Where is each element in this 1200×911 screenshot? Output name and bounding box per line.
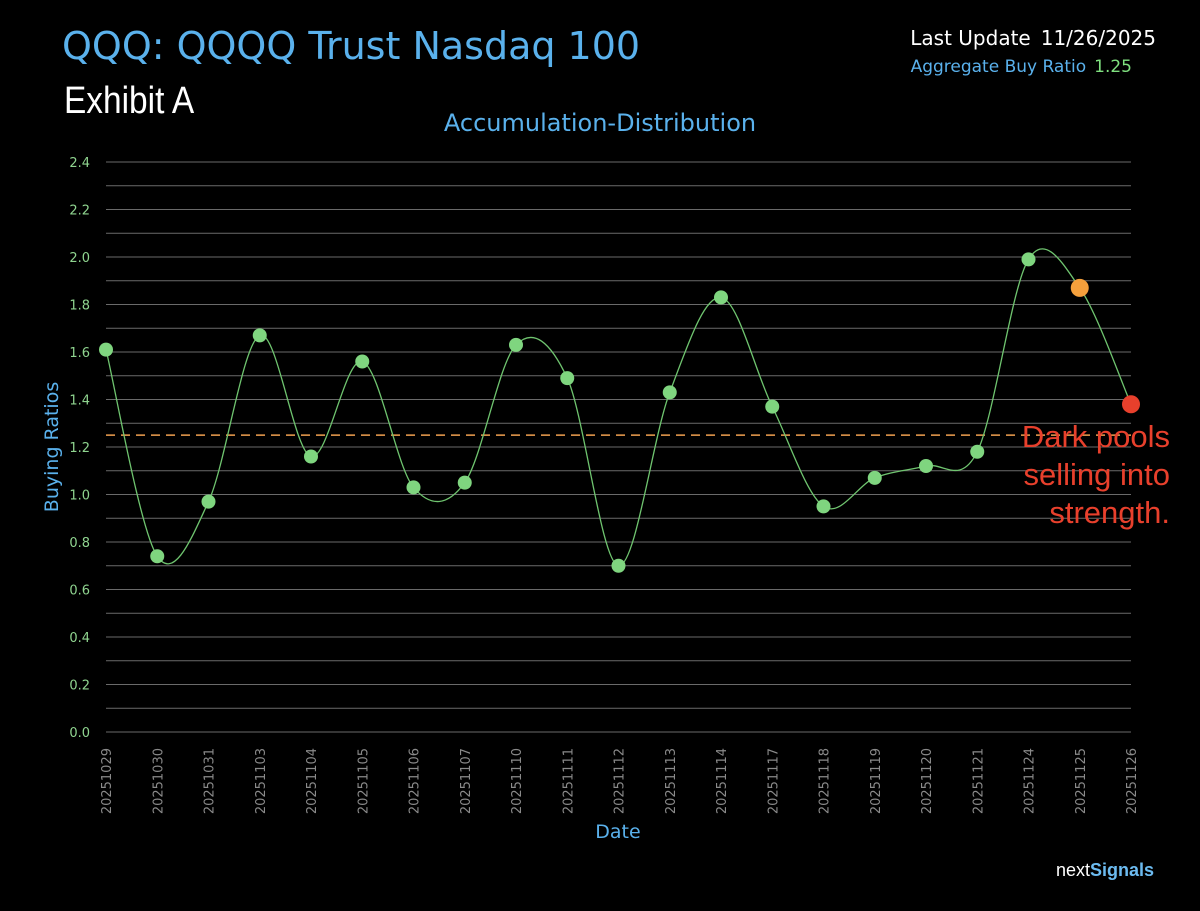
exhibit-label: Exhibit A bbox=[64, 80, 195, 122]
data-point bbox=[867, 470, 882, 485]
x-tick-label: 20251118 bbox=[818, 748, 833, 814]
x-tick-label: 20251125 bbox=[1074, 748, 1089, 814]
data-point bbox=[714, 290, 728, 305]
x-tick-label: 20251126 bbox=[1125, 748, 1140, 814]
data-point-orange bbox=[1070, 278, 1089, 297]
last-update: Last Update 11/26/2025 bbox=[910, 26, 1156, 50]
data-point bbox=[509, 337, 523, 352]
aggregate-label: Aggregate Buy Ratio bbox=[910, 57, 1087, 77]
data-point bbox=[457, 475, 472, 490]
x-tick-label: 20251105 bbox=[356, 748, 371, 814]
y-axis-title: Buying Ratios bbox=[41, 382, 63, 512]
y-tick-label: 1.0 bbox=[69, 489, 90, 504]
x-tick-label: 20251030 bbox=[151, 748, 166, 814]
data-point bbox=[252, 328, 267, 343]
y-tick-label: 2.2 bbox=[69, 204, 90, 219]
x-tick-label: 20251113 bbox=[664, 748, 679, 814]
x-tick-label: 20251114 bbox=[715, 748, 730, 814]
aggregate-value: 1.25 bbox=[1094, 57, 1132, 77]
data-point bbox=[150, 549, 165, 564]
aggregate-buy-ratio: Aggregate Buy Ratio 1.25 bbox=[911, 57, 1132, 77]
y-tick-label: 0.2 bbox=[69, 679, 90, 694]
data-point bbox=[406, 480, 421, 495]
x-tick-label: 20251120 bbox=[920, 748, 935, 814]
y-tick-label: 0.0 bbox=[69, 726, 90, 741]
y-tick-label: 1.4 bbox=[69, 394, 90, 409]
x-tick-label: 20251107 bbox=[459, 748, 474, 814]
data-point bbox=[355, 354, 370, 369]
data-point bbox=[99, 342, 113, 357]
annotation-line: selling into bbox=[1024, 457, 1170, 492]
data-point bbox=[970, 444, 985, 459]
x-tick-label: 20251112 bbox=[613, 748, 628, 814]
x-tick-label: 20251124 bbox=[1023, 748, 1038, 814]
data-point bbox=[765, 399, 780, 414]
x-tick-label: 20251103 bbox=[254, 748, 269, 814]
x-tick-label: 20251121 bbox=[971, 748, 986, 814]
x-tick-label: 20251110 bbox=[510, 748, 525, 814]
data-point bbox=[816, 499, 831, 514]
last-update-label: Last Update bbox=[910, 26, 1031, 50]
data-point-red bbox=[1122, 395, 1140, 414]
y-tick-label: 2.0 bbox=[69, 251, 90, 266]
x-axis-title: Date bbox=[595, 821, 640, 843]
y-tick-label: 2.4 bbox=[69, 156, 90, 171]
x-tick-label: 20251104 bbox=[305, 748, 320, 814]
chart-title: Accumulation-Distribution bbox=[444, 109, 756, 137]
x-tick-label: 20251029 bbox=[100, 748, 115, 814]
x-tick-label: 20251111 bbox=[561, 748, 576, 814]
x-tick-label: 20251106 bbox=[408, 748, 423, 814]
y-tick-label: 0.6 bbox=[69, 584, 90, 599]
y-tick-label: 1.6 bbox=[69, 346, 90, 361]
annotation-line: strength. bbox=[1049, 495, 1170, 530]
y-tick-label: 0.8 bbox=[69, 536, 90, 551]
y-tick-label: 1.8 bbox=[69, 299, 90, 314]
page-title: QQQ: QQQQ Trust Nasdaq 100 bbox=[62, 24, 641, 68]
x-tick-label: 20251117 bbox=[766, 748, 781, 814]
x-tick-label: 20251031 bbox=[203, 748, 218, 814]
data-point bbox=[919, 459, 933, 473]
brand-part-signals: Signals bbox=[1089, 860, 1154, 880]
brand-logo: nextSignals bbox=[1056, 860, 1154, 881]
brand-part-next: next bbox=[1055, 860, 1090, 880]
data-point bbox=[304, 449, 318, 464]
data-point bbox=[201, 494, 216, 509]
x-tick-label: 20251119 bbox=[869, 748, 884, 814]
y-tick-label: 1.2 bbox=[69, 441, 90, 456]
annotation-line: Dark pools bbox=[1022, 419, 1170, 454]
data-point bbox=[662, 385, 677, 400]
last-update-date: 11/26/2025 bbox=[1040, 26, 1156, 50]
data-point bbox=[1021, 252, 1036, 267]
data-point bbox=[560, 371, 575, 386]
data-point bbox=[611, 558, 626, 573]
y-tick-label: 0.4 bbox=[69, 631, 90, 646]
